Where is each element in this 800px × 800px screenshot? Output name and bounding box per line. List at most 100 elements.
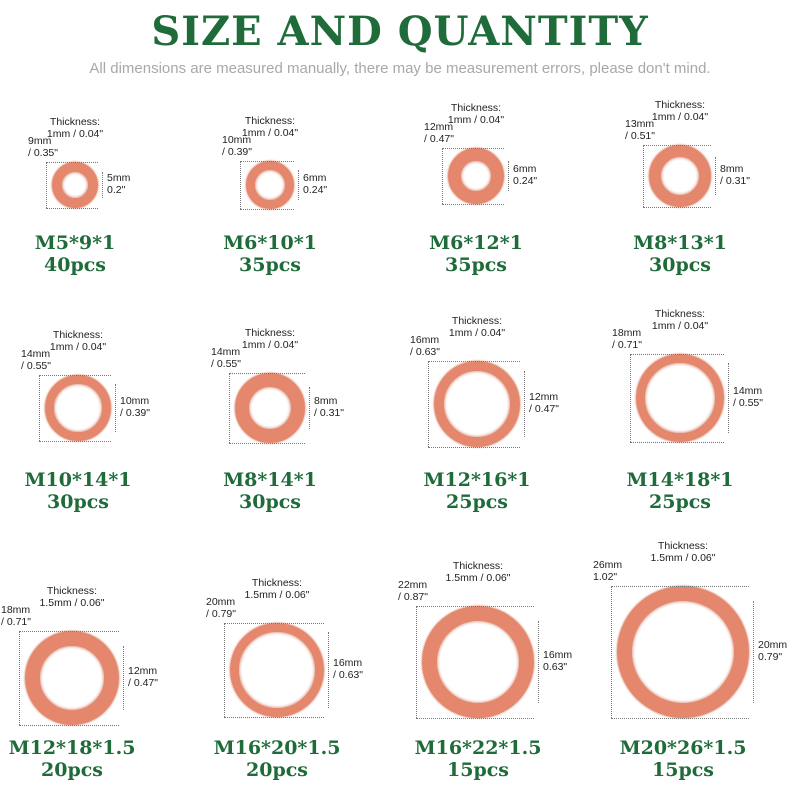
inner-size: 6mm bbox=[513, 163, 537, 175]
thickness-value: 1.5mm / 0.06" bbox=[39, 597, 105, 609]
dim-line bbox=[46, 162, 98, 163]
thickness-value: 1.5mm / 0.06" bbox=[445, 572, 511, 584]
dim-line bbox=[630, 442, 724, 443]
dim-line bbox=[428, 447, 520, 448]
inner-size-inch: / 0.31" bbox=[314, 407, 344, 419]
dim-line bbox=[524, 371, 525, 437]
thickness-value: 1mm / 0.04" bbox=[651, 111, 709, 123]
inner-size-inch: / 0.47" bbox=[128, 677, 158, 689]
inner-size-inch: 0.79" bbox=[758, 651, 783, 663]
dim-line bbox=[508, 161, 509, 191]
dim-line bbox=[715, 157, 716, 195]
outer-size-inch: / 0.55" bbox=[21, 360, 51, 372]
size-name: M12*18*1.5 bbox=[8, 737, 136, 759]
thickness: Thickness: 1.5mm / 0.06" bbox=[428, 560, 528, 584]
dim-line bbox=[611, 586, 612, 718]
dim-line bbox=[46, 162, 47, 208]
inner-size-inch: / 0.39" bbox=[120, 407, 150, 419]
thickness-value: 1mm / 0.04" bbox=[447, 114, 505, 126]
outer-size-inch: / 0.71" bbox=[1, 616, 31, 628]
thickness-value: 1mm / 0.04" bbox=[46, 128, 104, 140]
quantity: 30pcs bbox=[47, 491, 109, 513]
thickness: Thickness: 1.5mm / 0.06" bbox=[633, 540, 733, 564]
size-name: M16*20*1.5 bbox=[213, 737, 341, 759]
thickness-value: 1mm / 0.04" bbox=[448, 327, 506, 339]
thickness-label: Thickness: bbox=[450, 102, 502, 114]
dim-line bbox=[442, 148, 443, 204]
dim-line bbox=[224, 623, 324, 624]
thickness: Thickness: 1mm / 0.04" bbox=[426, 102, 526, 126]
thickness-value: 1mm / 0.04" bbox=[241, 339, 299, 351]
inner-size-inch: 0.2" bbox=[107, 184, 126, 196]
inner-size-inch: 0.24" bbox=[303, 184, 328, 196]
quantity: 20pcs bbox=[41, 759, 103, 781]
outer-size: 26mm bbox=[593, 559, 623, 571]
thickness: Thickness: 1mm / 0.04" bbox=[630, 99, 730, 123]
outer-size: 18mm bbox=[1, 604, 31, 616]
inner-size-inch: 0.63" bbox=[543, 661, 568, 673]
washer bbox=[636, 354, 724, 442]
outer-size: 14mm bbox=[211, 346, 241, 358]
dim-line bbox=[240, 161, 241, 209]
dim-line bbox=[39, 441, 111, 442]
dim-line bbox=[19, 631, 20, 725]
inner-size: 16mm bbox=[543, 649, 573, 661]
inner-size-inch: / 0.47" bbox=[529, 403, 559, 415]
thickness-label: Thickness: bbox=[251, 577, 303, 589]
inner-size: 12mm bbox=[128, 665, 158, 677]
dim-line bbox=[428, 361, 520, 362]
outer-size: 9mm bbox=[28, 135, 52, 147]
dim-line bbox=[328, 632, 329, 708]
thickness-label: Thickness: bbox=[654, 99, 706, 111]
quantity: 35pcs bbox=[239, 254, 301, 276]
dim-line bbox=[442, 204, 504, 205]
size-name: M8*14*1 bbox=[223, 469, 317, 491]
thickness-value: 1mm / 0.04" bbox=[651, 320, 709, 332]
quantity: 20pcs bbox=[246, 759, 308, 781]
washer bbox=[434, 361, 520, 447]
washer bbox=[25, 631, 119, 725]
outer-size: 20mm bbox=[206, 596, 236, 608]
inner-size: 14mm bbox=[733, 385, 763, 397]
dim-line bbox=[39, 375, 111, 376]
thickness-value: 1.5mm / 0.06" bbox=[244, 589, 310, 601]
inner-size-inch: / 0.31" bbox=[720, 175, 750, 187]
thickness: Thickness: 1.5mm / 0.06" bbox=[22, 585, 122, 609]
size-name: M14*18*1 bbox=[626, 469, 734, 491]
dim-line bbox=[442, 148, 504, 149]
thickness: Thickness: 1mm / 0.04" bbox=[630, 308, 730, 332]
dim-line bbox=[229, 443, 305, 444]
thickness-label: Thickness: bbox=[451, 315, 503, 327]
size-name: M12*16*1 bbox=[423, 469, 531, 491]
size-name: M16*22*1.5 bbox=[414, 737, 542, 759]
subtitle: All dimensions are measured manually, th… bbox=[89, 60, 711, 77]
inner-size: 8mm bbox=[720, 163, 744, 175]
dim-line bbox=[630, 354, 724, 355]
inner-size: 12mm bbox=[529, 391, 559, 403]
dim-line bbox=[19, 725, 119, 726]
thickness: Thickness: 1mm / 0.04" bbox=[427, 315, 527, 339]
thickness: Thickness: 1mm / 0.04" bbox=[25, 116, 125, 140]
dim-line bbox=[428, 361, 429, 447]
outer-size-inch: / 0.39" bbox=[222, 146, 252, 158]
washer bbox=[52, 162, 98, 208]
outer-size: 22mm bbox=[398, 579, 428, 591]
dim-line bbox=[309, 387, 310, 429]
washer bbox=[45, 375, 111, 441]
outer-size-inch: / 0.63" bbox=[410, 346, 440, 358]
dim-line bbox=[115, 384, 116, 432]
quantity: 25pcs bbox=[446, 491, 508, 513]
thickness-value: 1mm / 0.04" bbox=[49, 341, 107, 353]
inner-size-inch: 0.24" bbox=[513, 175, 538, 187]
dim-line bbox=[416, 606, 417, 718]
washer bbox=[448, 148, 504, 204]
dim-line bbox=[240, 161, 294, 162]
dim-line bbox=[19, 631, 119, 632]
dim-line bbox=[643, 145, 644, 207]
dim-line bbox=[229, 373, 230, 443]
quantity: 30pcs bbox=[239, 491, 301, 513]
inner-size: 8mm bbox=[314, 395, 338, 407]
thickness: Thickness: 1mm / 0.04" bbox=[220, 327, 320, 351]
outer-size-inch: / 0.55" bbox=[211, 358, 241, 370]
quantity: 35pcs bbox=[445, 254, 507, 276]
